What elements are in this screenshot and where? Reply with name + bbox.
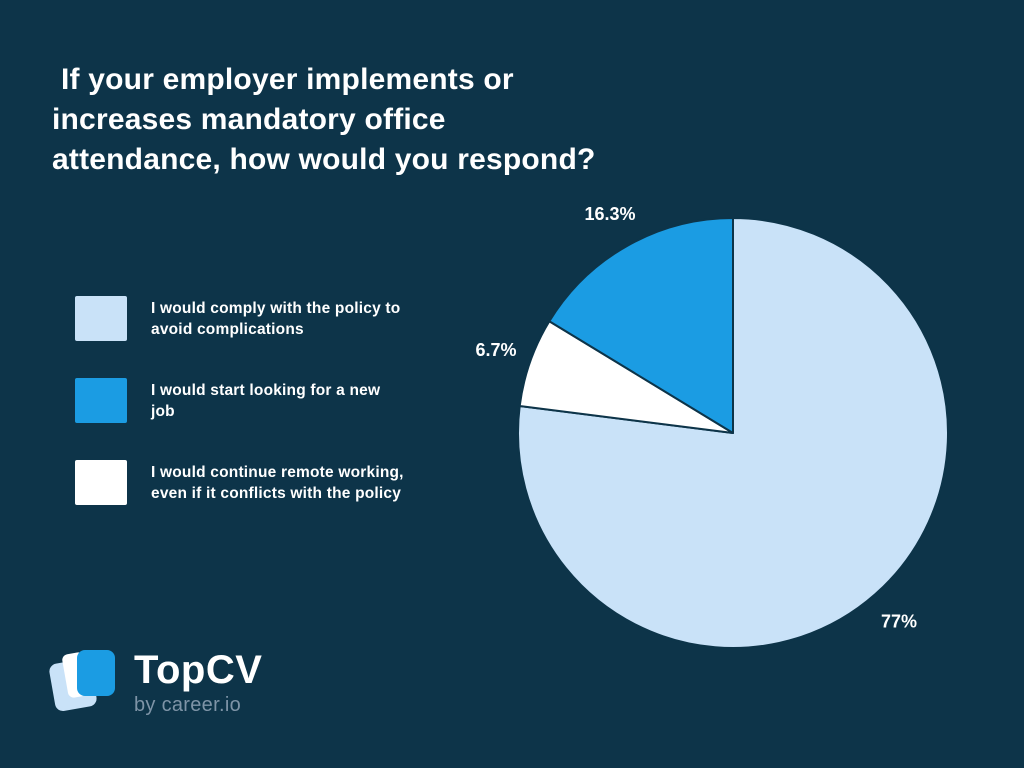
legend-item-remote: I would continue remote working, even if… xyxy=(75,460,404,505)
pie-slice xyxy=(548,217,734,434)
legend-swatch-bright-blue xyxy=(75,378,127,423)
legend-swatch-light-blue xyxy=(75,296,127,341)
legend-swatch-white xyxy=(75,460,127,505)
brand-logo: TopCV by career.io xyxy=(48,648,262,718)
pie-chart-area: 77% 6.7% 16.3% xyxy=(463,163,1003,703)
logo-front-square xyxy=(77,650,115,696)
logo-sub-text: by career.io xyxy=(134,694,241,716)
pie-chart: 77% 6.7% 16.3% xyxy=(475,204,950,649)
legend-label: I would start looking for a new job xyxy=(151,382,381,420)
chart-title: If your employer implements or increases… xyxy=(52,63,596,176)
topcv-logo-icon xyxy=(48,648,120,718)
pie-value-label: 77% xyxy=(881,611,917,631)
pie-value-label: 6.7% xyxy=(475,340,516,360)
legend: I would comply with the policy to avoid … xyxy=(75,296,404,542)
pie-value-label: 16.3% xyxy=(584,204,635,224)
legend-item-comply: I would comply with the policy to avoid … xyxy=(75,296,404,341)
legend-label: I would comply with the policy to avoid … xyxy=(151,300,401,338)
legend-label: I would continue remote working, even if… xyxy=(151,464,404,502)
legend-item-new-job: I would start looking for a new job xyxy=(75,378,404,423)
logo-text: TopCV by career.io xyxy=(134,648,262,717)
logo-brand-name: TopCV xyxy=(134,648,263,692)
